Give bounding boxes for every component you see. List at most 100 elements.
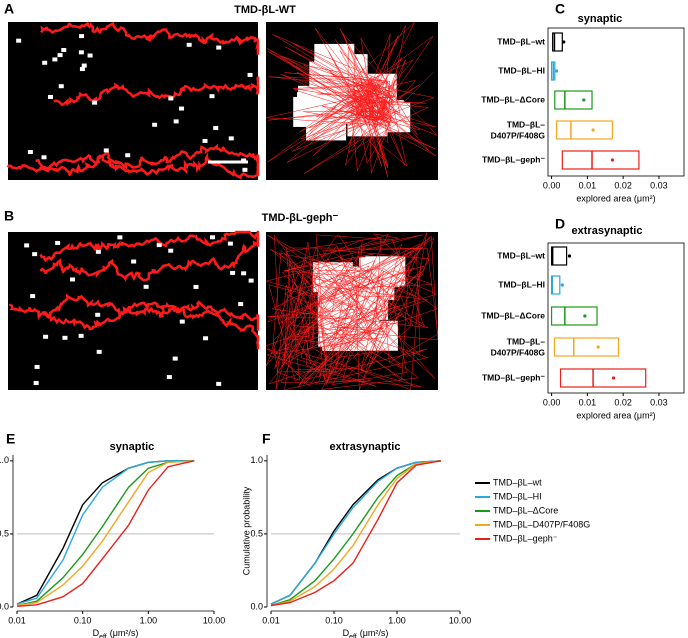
x-tick-label: 1.00 (388, 615, 406, 625)
synapse-spot (168, 96, 174, 101)
mean (596, 345, 600, 349)
y-tick-label: 0.5 (0, 528, 9, 538)
mean (582, 98, 586, 102)
synapse-spot (33, 381, 39, 386)
synapse-spot (55, 240, 61, 245)
x-tick-label: 0.01 (262, 615, 280, 625)
synapse-spot (27, 150, 33, 155)
category-label: TMD–βL–HI (498, 279, 545, 289)
synapse-spot (242, 167, 248, 172)
synapse-spot (32, 252, 38, 257)
box (550, 246, 568, 266)
x-axis-label-part: eff (99, 634, 107, 638)
panel-letter: D (555, 216, 565, 232)
x-tick-label: 10.00 (449, 615, 472, 625)
category-label: TMD–βL– (507, 119, 546, 129)
synapse-spot (61, 47, 67, 52)
cdf-line (16, 460, 195, 607)
x-axis-label: Deff (μm²/s) (93, 628, 139, 638)
synapse-spot (216, 381, 222, 386)
synapse-spot (41, 155, 47, 160)
synapse-spot (79, 67, 85, 72)
synapse-spot (186, 42, 192, 47)
chart-title: synaptic (578, 13, 623, 25)
synapse-spot (247, 72, 253, 77)
cdf-line (270, 460, 442, 607)
x-tick-label: 0.00 (543, 397, 561, 407)
cdf-line (16, 460, 195, 607)
x-axis-label-part: (μm²/s) (360, 628, 389, 638)
synapse-spot (34, 364, 40, 369)
synapse-spot (125, 153, 131, 158)
category-label: D407P/F408G (491, 130, 546, 140)
synapse-spot (241, 158, 247, 163)
plot-frame (547, 27, 685, 177)
synapse-spot (30, 294, 36, 299)
mean (583, 314, 587, 318)
mean (611, 376, 616, 380)
category-label: D407P/F408G (491, 347, 546, 357)
synapse-spot (166, 375, 172, 380)
category-label: TMD–βL–HI (498, 65, 545, 75)
dendrite (40, 21, 260, 55)
synapse-spot (69, 277, 75, 282)
synapse-spot (95, 312, 101, 317)
chart-title: synaptic (110, 441, 155, 453)
legend-label: TMD–βL–wt (493, 477, 542, 487)
mean (562, 40, 566, 44)
legend-label: TMD–βL–geph⁻ (493, 533, 558, 543)
synapse-spot (79, 34, 85, 39)
x-axis-label: Deff (μm²/s) (343, 628, 389, 638)
x-tick-label: 0.03 (650, 397, 668, 407)
synapse-spot (179, 319, 185, 324)
mean (554, 69, 559, 73)
category-label: TMD–βL–wt (497, 36, 545, 46)
image-title: TMD-βL-WT (234, 4, 296, 16)
cdf-line (270, 460, 442, 605)
synapse-spot (81, 63, 87, 68)
synapse-spot (152, 122, 158, 127)
category-label: TMD–βL–ΔCore (481, 310, 545, 320)
synapse-spot (156, 243, 162, 248)
panel-letter: C (555, 1, 565, 17)
synapse-spot (228, 136, 234, 141)
y-axis-label: Cumulative probability (241, 486, 251, 575)
synapse-spot (92, 100, 98, 105)
dendrite (41, 306, 260, 350)
synapse-spot (203, 336, 209, 341)
box (561, 150, 640, 170)
chart-title: extrasynaptic (330, 441, 401, 453)
synapse-spot (52, 57, 58, 62)
y-tick-label: 0.5 (250, 528, 263, 538)
synapse-spot (241, 271, 247, 276)
x-axis-label-part: D (343, 628, 350, 638)
panel-letter: F (262, 431, 271, 447)
category-label: TMD–βL–wt (497, 250, 545, 260)
chart-title: extrasynaptic (572, 225, 643, 237)
x-tick-label: 10.00 (203, 615, 226, 625)
synapse-spot (179, 106, 185, 111)
panel-letter: E (6, 431, 15, 447)
synapse-spot (173, 119, 179, 124)
x-tick-label: 0.10 (74, 615, 92, 625)
panel-letter: B (4, 208, 14, 224)
dendrite (39, 230, 260, 263)
synapse-spot (143, 284, 149, 289)
synapse-spot (57, 53, 63, 58)
synapse-spot (78, 50, 84, 55)
x-axis-label: explored area (μm²) (576, 410, 655, 420)
x-tick-label: 0.01 (8, 615, 26, 625)
category-label: TMD–βL–ΔCore (481, 94, 545, 104)
trajectory (265, 22, 438, 177)
cdf-line (270, 460, 442, 605)
y-tick-label: 0.0 (0, 601, 9, 611)
synapse-spot (202, 138, 208, 143)
dendrite (53, 76, 260, 107)
cdf-line (16, 460, 195, 605)
synapse-spot (172, 356, 178, 361)
synapse-spot (193, 284, 199, 289)
cdf-line (270, 460, 442, 607)
mean (610, 158, 615, 162)
x-axis-label: explored area (μm²) (576, 193, 655, 203)
